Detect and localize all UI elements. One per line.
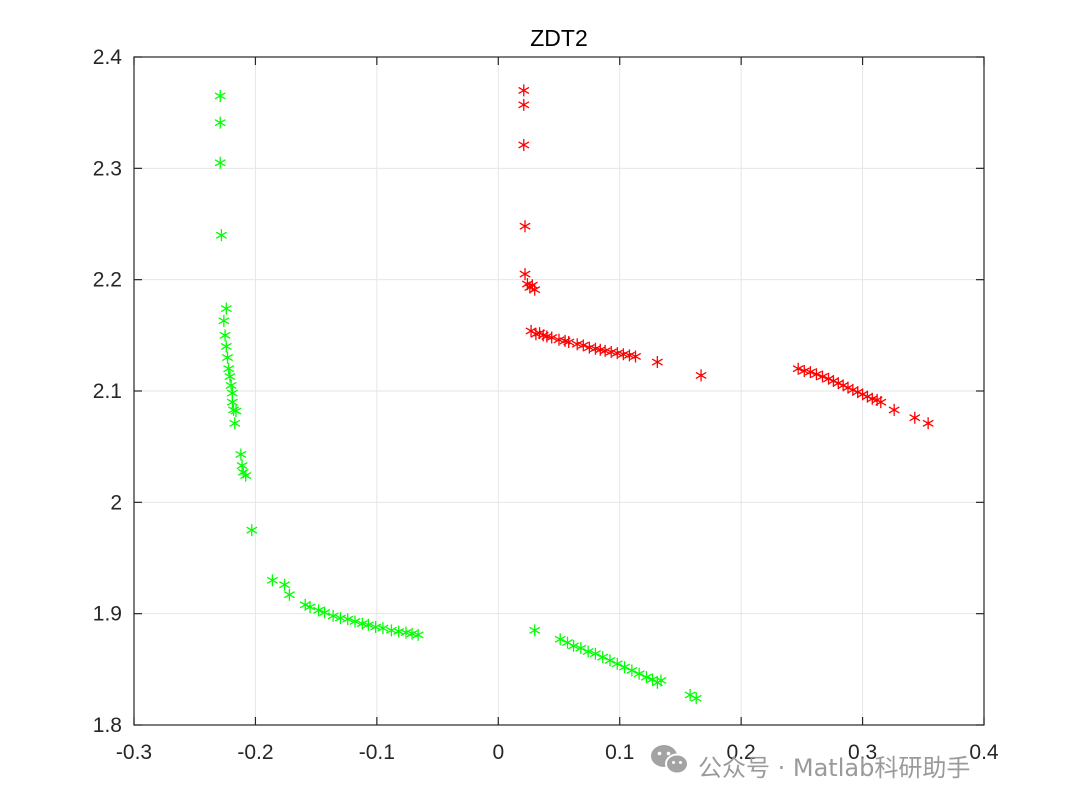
axis-ticks: -0.3 -0.2 -0.1 0 0.1 0.2 0.3 0.4 1.8 1.9 2 2.1 2.2 2.… [93,46,999,764]
data-point [604,654,616,667]
data-point [412,628,424,641]
data-point [393,625,405,638]
data-point [810,368,822,381]
data-point [804,366,816,379]
data-point [655,674,667,687]
data-point [629,350,642,363]
series-1 [518,84,934,430]
x-tick-label: 0.1 [605,741,634,764]
data-point [611,657,623,670]
data-point [342,613,354,626]
data-point [370,621,382,634]
data-point [230,405,242,418]
data-point [563,336,575,349]
data-point [529,283,541,296]
data-point [266,574,278,587]
data-point [546,331,558,344]
data-point [577,339,589,352]
y-tick-label: 2.1 [93,380,122,403]
data-point [214,156,226,169]
data-point [240,469,252,482]
data-point [279,578,291,591]
data-point [619,661,631,674]
data-point [888,403,900,416]
x-tick-label: 0.4 [969,741,999,764]
data-point [304,600,316,613]
data-point [215,229,227,242]
x-tick-label: -0.3 [116,741,152,764]
data-point [246,524,258,537]
data-point [223,362,235,375]
data-point [875,396,887,409]
data-point [519,220,531,233]
data-point [283,588,295,601]
chart-title: ZDT2 [530,25,588,51]
data-point [690,692,702,705]
data-point [575,642,587,655]
data-point [334,612,346,625]
data-point [235,448,247,461]
x-tick-label: 0.3 [848,741,877,764]
data-point [362,618,374,631]
y-tick-label: 1.9 [93,603,122,626]
data-point [554,633,566,646]
data-point [651,356,663,369]
data-point [909,411,921,424]
data-point [236,459,248,472]
watermark-text: 公众号 · Matlab科研助手 [698,754,970,782]
data-point [589,647,601,660]
data-series [214,84,934,705]
data-point [327,609,339,622]
data-point [377,622,389,635]
data-point [349,615,361,628]
data-point [214,116,226,129]
data-point [226,396,238,409]
data-point [518,84,530,97]
data-point [214,89,226,102]
data-point [225,379,237,392]
data-point [626,664,638,677]
data-point [229,417,241,430]
data-point [319,606,331,619]
data-point [218,314,230,327]
data-point [792,362,804,375]
y-tick-label: 2 [110,491,122,514]
data-point [582,645,594,658]
data-point [221,351,234,364]
x-tick-label: 0 [492,741,504,764]
data-point [220,302,232,315]
data-point [529,624,541,637]
data-point [633,667,645,680]
x-tick-label: -0.1 [359,741,395,764]
data-point [518,138,530,151]
grid-lines [133,56,985,726]
data-point [640,671,652,684]
wechat-icon [651,745,689,775]
data-point [220,340,232,353]
data-point [385,624,397,637]
data-point [597,651,609,664]
data-point [224,370,236,383]
data-point [568,639,580,652]
watermark: 公众号 · Matlab科研助手 [651,745,970,782]
x-tick-label: -0.2 [237,741,273,764]
data-point [695,369,707,382]
data-point [519,268,531,281]
data-point [526,279,538,292]
y-tick-label: 2.4 [93,46,123,69]
data-point [816,370,829,383]
x-tick-label: 0.2 [727,741,756,764]
data-point [219,329,231,342]
data-point [313,604,325,617]
series-2 [214,89,702,705]
data-point [518,98,530,111]
data-point [922,417,934,430]
y-tick-label: 2.2 [93,269,122,292]
y-tick-label: 1.8 [93,714,122,737]
y-tick-label: 2.3 [93,157,122,180]
